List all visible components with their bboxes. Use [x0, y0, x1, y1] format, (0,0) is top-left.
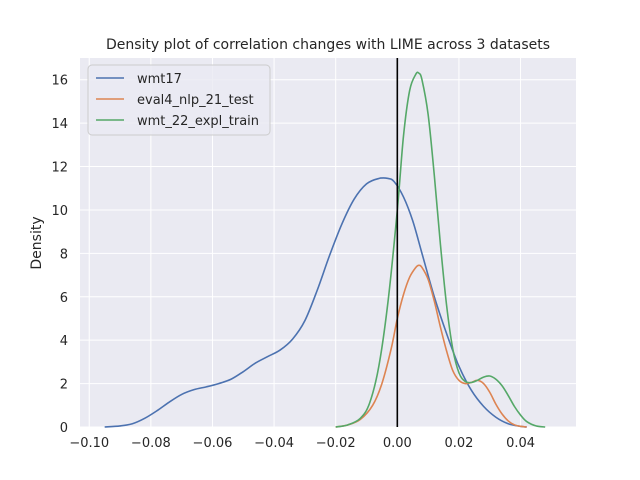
- x-tick-label: −0.02: [316, 436, 356, 451]
- legend-entry: wmt_22_expl_train: [137, 114, 259, 129]
- y-tick-label: 8: [60, 247, 68, 262]
- y-tick-label: 2: [60, 378, 68, 393]
- series-line-eval4-nlp-21-test: [335, 264, 527, 428]
- series-lines: [104, 71, 546, 428]
- y-tick-label: 4: [60, 334, 68, 349]
- x-tick-label: 0.04: [506, 436, 535, 451]
- y-tick-label: 6: [60, 291, 68, 306]
- x-tick-label: −0.04: [254, 436, 294, 451]
- y-tick-label: 12: [51, 161, 68, 176]
- legend-entry: eval4_nlp_21_test: [137, 93, 254, 108]
- chart-title: Density plot of correlation changes with…: [106, 37, 550, 53]
- x-tick-label: 0.00: [383, 436, 412, 451]
- series-line-wmt17: [104, 177, 527, 428]
- legend-entry: wmt17: [137, 72, 182, 87]
- y-tick-label: 0: [60, 421, 68, 436]
- y-tick-label: 10: [51, 204, 68, 219]
- y-tick-label: 14: [51, 117, 68, 132]
- legend: wmt17 eval4_nlp_21_test wmt_22_expl_train: [87, 64, 271, 136]
- legend-frame: [87, 64, 271, 136]
- series-line-wmt-22-expl-train: [335, 71, 546, 428]
- x-tick-label: 0.02: [444, 436, 473, 451]
- y-tick-label: 16: [51, 74, 68, 89]
- x-tick-label: −0.08: [131, 436, 171, 451]
- tick-labels: −0.10 −0.08 −0.06 −0.04 −0.02 0.00 0.02 0.04 0 2 4…: [51, 74, 535, 451]
- y-axis-label: Density: [29, 216, 45, 269]
- x-tick-label: −0.06: [193, 436, 233, 451]
- x-tick-label: −0.10: [69, 436, 109, 451]
